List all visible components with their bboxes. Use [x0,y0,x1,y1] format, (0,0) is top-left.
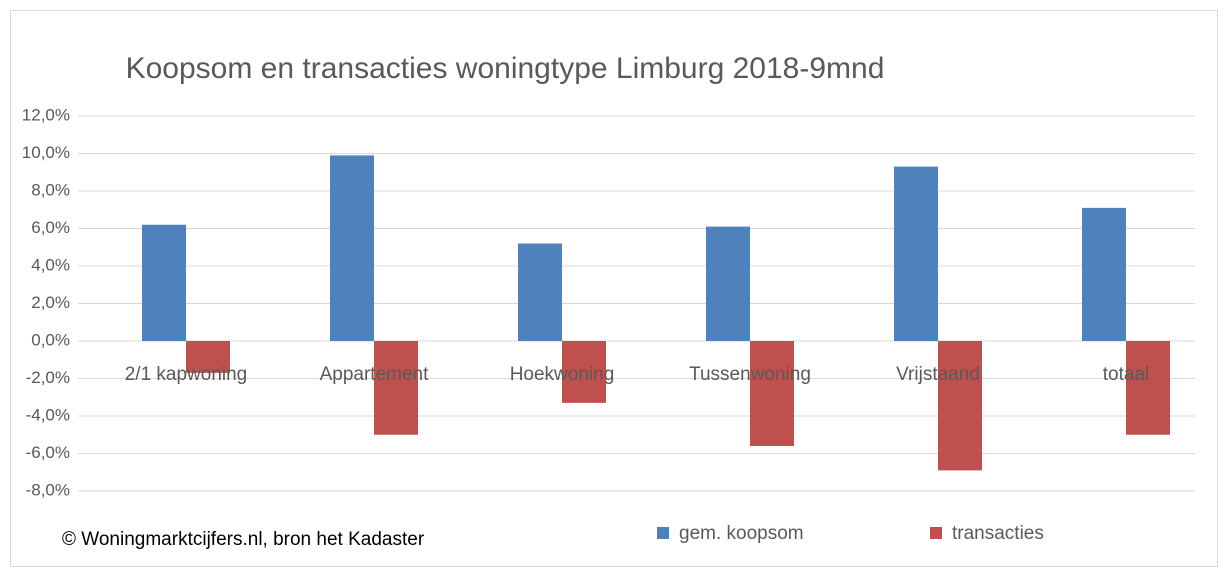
x-tick-label: Appartement [320,364,430,385]
legend-label: gem. koopsom [679,523,804,544]
legend-swatch [657,527,669,539]
x-tick-label: totaal [1103,364,1149,385]
y-tick-label: 2,0% [31,293,70,312]
x-tick-label: Tussenwoning [689,364,811,385]
x-tick-label: 2/1 kapwoning [125,364,248,385]
bar [518,243,562,341]
y-tick-label: 10,0% [22,143,70,162]
y-tick-label: 4,0% [31,255,70,274]
source-note: © Woningmarktcijfers.nl, bron het Kadast… [62,529,425,550]
x-tick-label: Hoekwoning [510,364,615,385]
x-tick-label: Vrijstaand [896,364,980,385]
bar [142,224,186,341]
y-tick-label: 0,0% [31,330,70,349]
bar [374,341,418,435]
y-tick-label: 8,0% [31,180,70,199]
bar [1126,341,1170,435]
y-tick-label: -4,0% [26,405,70,424]
bar [750,341,794,446]
bar [894,166,938,341]
legend-label: transacties [952,523,1044,544]
y-tick-label: 12,0% [22,105,70,124]
chart-title: Koopsom en transacties woningtype Limbur… [126,52,885,85]
y-tick-label: -2,0% [26,368,70,387]
bar [186,341,230,373]
y-tick-label: -8,0% [26,480,70,499]
chart-border [10,10,1218,567]
bar [706,226,750,341]
bar [1082,207,1126,341]
bar [330,155,374,341]
legend-swatch [930,527,942,539]
y-tick-label: -6,0% [26,443,70,462]
y-tick-label: 6,0% [31,218,70,237]
bar [938,341,982,471]
bar [562,341,606,403]
